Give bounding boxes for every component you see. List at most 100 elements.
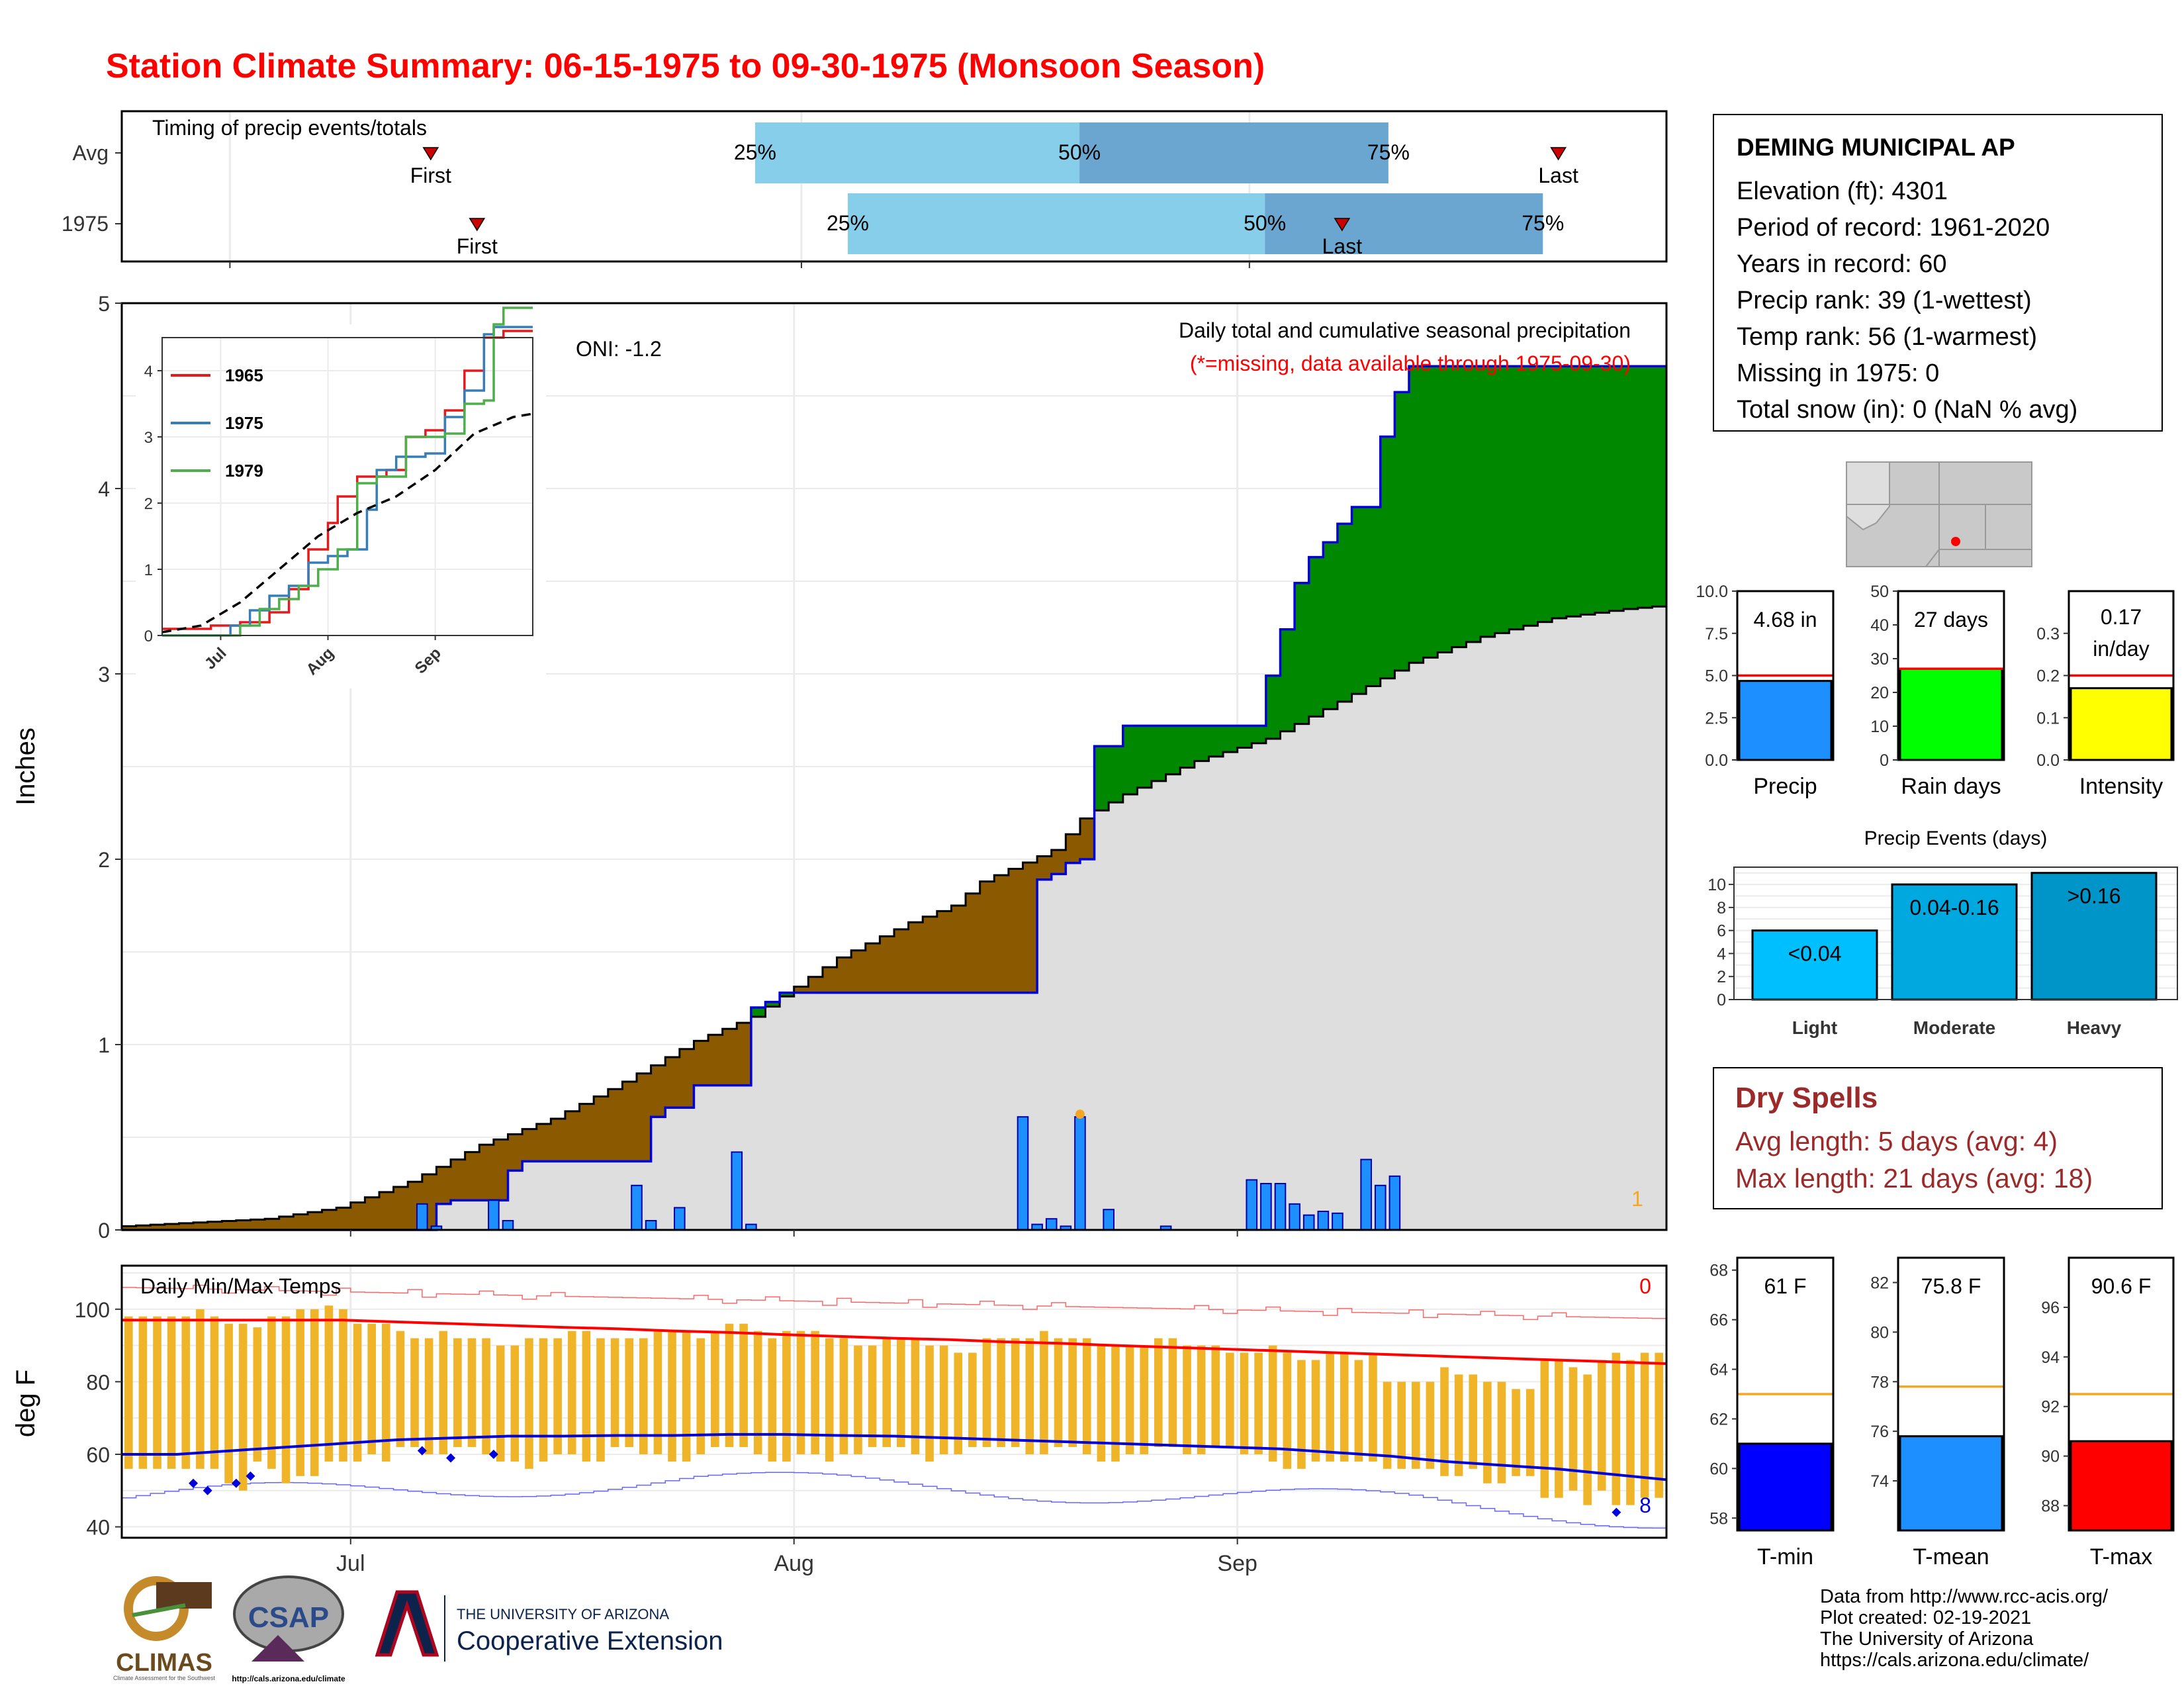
raindays-gauge-frame	[1897, 590, 2005, 761]
deficit-area	[936, 911, 952, 993]
timing-q50-label: 50%	[1244, 211, 1286, 235]
surplus-area	[1323, 542, 1338, 710]
tmin-gauge-bar	[1738, 1442, 1833, 1532]
daily-temp-bar	[668, 1331, 676, 1462]
y-tick-label: 2	[98, 848, 110, 872]
raindays-gauge-value: 27 days	[1914, 608, 1988, 632]
events-range-label: 0.04-0.16	[1909, 896, 1999, 919]
precip-panel-frame	[120, 302, 1668, 1231]
surplus-area	[1337, 524, 1353, 702]
y-tick-label: 4	[98, 477, 110, 501]
raindays-gauge-tick-label: 30	[1870, 650, 1889, 669]
deficit-area	[923, 916, 938, 993]
daily-temp-bar	[1154, 1338, 1163, 1447]
deficit-area	[837, 957, 852, 993]
station-snow: Total snow (in): 0 (NaN % avg)	[1737, 396, 2078, 424]
tmean-gauge-tick-label: 74	[1870, 1472, 1889, 1491]
deficit-area	[136, 1225, 151, 1230]
daily-temp-bar	[1140, 1345, 1148, 1454]
daily-precip-bar	[1374, 1184, 1387, 1231]
timing-last-label: Last	[1322, 234, 1363, 258]
daily-temp-bar	[439, 1331, 448, 1454]
daily-precip-bar	[1317, 1211, 1330, 1231]
deficit-area	[1051, 850, 1066, 874]
daily-precip-bar	[1045, 1218, 1058, 1231]
daily-temp-bar	[711, 1331, 719, 1447]
events-bar-heavy	[2030, 872, 2158, 1001]
month-label: Jul	[336, 1551, 365, 1576]
ua-logo-a	[375, 1590, 439, 1657]
daily-temp-bar	[1340, 1352, 1349, 1462]
surplus-area	[1109, 746, 1124, 803]
daily-temp-bar	[1197, 1345, 1206, 1454]
temp-y-tick-label: 100	[75, 1298, 110, 1322]
surplus-area	[1637, 366, 1653, 608]
daily-precip-bar	[1103, 1209, 1115, 1231]
raindays-gauge-tick-label: 10	[1870, 718, 1889, 736]
daily-temp-bar	[424, 1338, 433, 1454]
daily-temp-bar	[410, 1338, 419, 1447]
tmax-gauge-tick-label: 96	[2041, 1299, 2060, 1317]
daily-temp-bar	[997, 1338, 1005, 1447]
surplus-area	[1423, 366, 1438, 658]
surplus-area	[1523, 366, 1539, 626]
daily-precip-bar	[631, 1184, 643, 1231]
intensity-gauge-unit: in/day	[2093, 637, 2149, 661]
tmin-gauge: 58 60 62 64 66 68 61 F T-min	[1709, 1256, 1835, 1570]
surplus-area	[1566, 366, 1581, 617]
daily-temp-bar	[653, 1331, 662, 1454]
surplus-area	[1295, 583, 1310, 724]
deficit-area	[679, 1049, 695, 1108]
daily-temp-bar	[396, 1331, 405, 1447]
precip-events-chart: Precip Events (days) <0.04 Light 0.04-0.16 M…	[1707, 827, 2178, 1038]
deficit-area	[465, 1152, 480, 1201]
tmean-gauge-tick-label: 82	[1870, 1274, 1889, 1292]
daily-temp-bar	[1183, 1345, 1191, 1454]
surplus-area	[1580, 366, 1596, 615]
deficit-area	[708, 1035, 723, 1086]
deficit-area	[637, 1073, 652, 1162]
deficit-area	[179, 1223, 194, 1230]
deficit-area	[665, 1057, 680, 1108]
daily-temp-bar	[539, 1338, 548, 1462]
daily-temp-bar	[1626, 1360, 1635, 1505]
daily-temp-bar	[1082, 1338, 1091, 1454]
deficit-area	[880, 936, 895, 993]
daily-temp-bar	[782, 1331, 791, 1462]
daily-precip-bar	[645, 1220, 657, 1231]
temp-y-tick-label: 80	[86, 1370, 110, 1394]
tmax-gauge-label: T-max	[2090, 1544, 2152, 1570]
precip-gauge-tick-label: 5.0	[1705, 667, 1728, 686]
record-high-count: 0	[1639, 1274, 1651, 1298]
tmax-gauge-tick-label: 94	[2041, 1348, 2060, 1367]
events-title: Precip Events (days)	[1864, 827, 2048, 849]
dry-spells-box: Dry Spells Avg length: 5 days (avg: 4) M…	[1713, 1067, 2163, 1209]
tmean-gauge-frame	[1897, 1256, 2005, 1532]
daily-temp-bar	[181, 1316, 191, 1469]
surplus-area	[1480, 366, 1496, 637]
deficit-area	[379, 1192, 394, 1230]
deficit-area	[851, 950, 866, 993]
daily-temp-bar	[553, 1338, 562, 1454]
deficit-area	[722, 1029, 737, 1086]
daily-temp-bar	[1383, 1382, 1392, 1469]
daily-temp-bar	[982, 1338, 991, 1447]
temp-panel-frame	[120, 1264, 1668, 1539]
tmean-gauge-tick-label: 80	[1870, 1323, 1889, 1342]
deficit-area	[322, 1209, 337, 1230]
timing-last-marker	[1550, 147, 1567, 161]
deficit-area	[479, 1145, 494, 1201]
deficit-area	[979, 881, 995, 993]
deficit-area	[894, 929, 909, 993]
climas-logo-shape	[156, 1582, 212, 1609]
events-tick-label: 0	[1717, 991, 1726, 1009]
tmean-gauge-tick-label: 76	[1870, 1423, 1889, 1441]
daily-temp-bar	[1240, 1352, 1249, 1454]
timing-bar-lower	[847, 193, 1265, 254]
events-category-label: Light	[1792, 1017, 1837, 1038]
credit-plot-created: Plot created: 02-19-2021	[1820, 1607, 2032, 1628]
events-category-label: Moderate	[1913, 1017, 1995, 1038]
daily-precip-bar	[416, 1203, 428, 1231]
daily-temp-bar	[1326, 1352, 1334, 1462]
